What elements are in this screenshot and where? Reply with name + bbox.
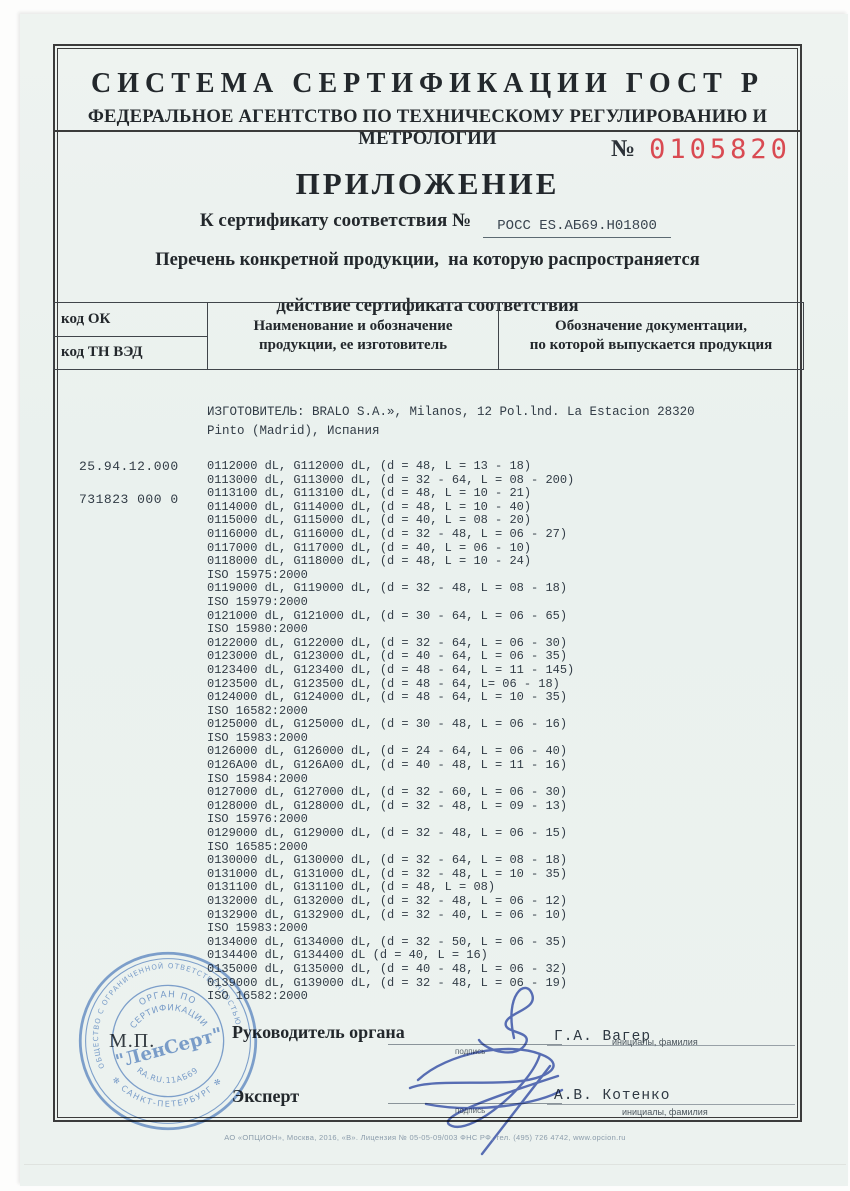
product-table-header: код ОК код ТН ВЭД Наименование и обознач…	[53, 302, 804, 370]
number-sign: №	[611, 136, 636, 162]
product-line: ISO 16585:2000	[207, 839, 308, 854]
product-line: 0124000 dL, G124000 dL, (d = 48 - 64, L …	[207, 690, 568, 705]
product-list-body: ИЗГОТОВИТЕЛЬ: BRALO S.A.», Milanos, 12 P…	[207, 403, 695, 1004]
signature-line-2	[388, 1103, 562, 1104]
initials-caption-2: инициалы, фамилия	[622, 1107, 708, 1117]
paper-sheet: СИСТЕМА СЕРТИФИКАЦИИ ГОСТ Р ФЕДЕРАЛЬНОЕ …	[20, 14, 848, 1186]
product-line: 0130000 dL, G130000 dL, (d = 32 - 64, L …	[207, 853, 568, 868]
system-title: СИСТЕМА СЕРТИФИКАЦИИ ГОСТ Р	[91, 68, 764, 99]
product-line: 0123400 dL, G123400 dL, (d = 48 - 64, L …	[207, 662, 575, 677]
handwritten-signatures-icon	[408, 986, 564, 1156]
expert-name: А.В. Котенко	[554, 1088, 671, 1104]
code-tnved-value: 731823 000 0	[79, 492, 179, 507]
product-line: 0125000 dL, G125000 dL, (d = 30 - 48, L …	[207, 717, 568, 732]
product-line: 0117000 dL, G117000 dL, (d = 40, L = 06 …	[207, 540, 532, 555]
paper-edge	[24, 1164, 846, 1165]
product-line: 0118000 dL, G118000 dL, (d = 48, L = 10 …	[207, 554, 532, 569]
product-line: 0123500 dL, G123500 dL, (d = 48 - 64, L=…	[207, 676, 560, 691]
certificate-reference-label: К сертификату соответствия №	[199, 210, 472, 231]
product-line: ISO 15983:2000	[207, 730, 308, 745]
product-line: 0132900 dL, G132900 dL, (d = 32 - 40, L …	[207, 907, 568, 922]
initials-caption-1: инициалы, фамилия	[612, 1037, 698, 1047]
code-tnved-header: код ТН ВЭД	[61, 344, 143, 361]
product-line: 0134400 dL, G134400 dL (d = 40, L = 16)	[207, 948, 488, 963]
product-name-column-header: Наименование и обозначение продукции, ее…	[208, 303, 499, 369]
head-of-body-label: Руководитель органа	[232, 1022, 405, 1042]
product-line: 0135000 dL, G135000 dL, (d = 40 - 48, L …	[207, 961, 568, 976]
signature-caption-2: подпись	[455, 1106, 486, 1115]
col2-line2: продукции, ее изготовитель	[258, 337, 448, 353]
manufacturer-block: ИЗГОТОВИТЕЛЬ: BRALO S.A.», Milanos, 12 P…	[207, 403, 695, 441]
product-line: ISO 15983:2000	[207, 921, 308, 936]
product-line: ISO 16582:2000	[207, 703, 308, 718]
col3-line2: по которой выпускается продукция	[529, 337, 773, 353]
appendix-subtitle: Перечень конкретной продукции, на котору…	[55, 249, 800, 318]
stamp-place-mark: М.П.	[109, 1030, 156, 1052]
product-line: ISO 15976:2000	[207, 812, 308, 827]
product-line: 0114000 dL, G114000 dL, (d = 48, L = 10 …	[207, 499, 532, 514]
product-line: 0119000 dL, G119000 dL, (d = 32 - 48, L …	[207, 581, 568, 596]
col2-line1: Наименование и обозначение	[253, 318, 453, 334]
product-line: 0139000 dL, G139000 dL, (d = 32 - 48, L …	[207, 975, 568, 990]
codes-column-header: код ОК код ТН ВЭД	[54, 303, 208, 369]
product-line: ISO 16582:2000	[207, 989, 308, 1004]
col3-line1: Обозначение документации,	[555, 318, 747, 334]
product-line: ISO 15980:2000	[207, 622, 308, 637]
product-line: 0115000 dL, G115000 dL, (d = 40, L = 08 …	[207, 513, 532, 528]
form-number-value: 0105820	[649, 134, 791, 165]
product-line: 0112000 dL, G112000 dL, (d = 48, L = 13 …	[207, 459, 532, 473]
appendix-title: ПРИЛОЖЕНИЕ	[295, 166, 560, 201]
product-lines: 0112000 dL, G112000 dL, (d = 48, L = 13 …	[207, 459, 695, 1004]
product-line: 0113100 dL, G113100 dL, (d = 48, L = 10 …	[207, 486, 532, 501]
certificate-reference-line: К сертификату соответствия № РОСС ES.АБ6…	[63, 210, 808, 238]
header-divider	[55, 130, 800, 132]
product-line: ISO 15979:2000	[207, 594, 308, 609]
product-line: 0122000 dL, G122000 dL, (d = 32 - 64, L …	[207, 635, 568, 650]
product-line: ISO 15984:2000	[207, 771, 308, 786]
subtitle-line2: действие сертификата соответствия	[276, 296, 579, 316]
stamp-center-name: "ЛенСерт"	[113, 1024, 225, 1073]
product-line: 0126A00 dL, G126A00 dL, (d = 40 - 48, L …	[207, 758, 568, 773]
product-line: 0129000 dL, G129000 dL, (d = 32 - 48, L …	[207, 826, 568, 841]
subtitle-line1: Перечень конкретной продукции, на котору…	[155, 250, 700, 270]
product-line: 0116000 dL, G116000 dL, (d = 32 - 48, L …	[207, 526, 568, 541]
product-line: 0121000 dL, G121000 dL, (d = 30 - 64, L …	[207, 608, 568, 623]
name-line-1	[547, 1045, 795, 1046]
head-of-body-name: Г.А. Вагер	[554, 1029, 652, 1045]
printer-imprint: АО «ОПЦИОН», Москва, 2016, «В». Лицензия…	[224, 1133, 626, 1142]
manufacturer-line2: Pinto (Madrid), Испания	[207, 424, 380, 438]
code-ok-header: код ОК	[54, 303, 207, 337]
agency-title: ФЕДЕРАЛЬНОЕ АГЕНТСТВО ПО ТЕХНИЧЕСКОМУ РЕ…	[87, 106, 768, 149]
product-line: 0126000 dL, G126000 dL, (d = 24 - 64, L …	[207, 744, 568, 759]
certificate-number: РОСС ES.АБ69.Н01800	[483, 218, 672, 238]
signature-line-1	[388, 1044, 562, 1045]
name-line-2	[547, 1104, 795, 1105]
certificate-frame: СИСТЕМА СЕРТИФИКАЦИИ ГОСТ Р ФЕДЕРАЛЬНОЕ …	[53, 44, 804, 1156]
product-line: 0132000 dL, G132000 dL, (d = 32 - 48, L …	[207, 894, 568, 908]
product-line: 0131100 dL, G131100 dL, (d = 48, L = 08)	[207, 880, 496, 895]
product-line: 0131000 dL, G131000 dL, (d = 32 - 48, L …	[207, 866, 568, 881]
product-line: ISO 15975:2000	[207, 567, 308, 582]
product-line: 0134000 dL, G134000 dL, (d = 32 - 50, L …	[207, 934, 568, 949]
form-number: № 0105820	[611, 134, 791, 165]
product-line: 0113000 dL, G113000 dL, (d = 32 - 64, L …	[207, 472, 575, 487]
product-line: 0128000 dL, G128000 dL, (d = 32 - 48, L …	[207, 798, 568, 813]
product-line: 0127000 dL, G127000 dL, (d = 32 - 60, L …	[207, 785, 568, 800]
signature-caption-1: подпись	[455, 1047, 486, 1056]
code-ok-value: 25.94.12.000	[79, 459, 179, 474]
product-line: 0123000 dL, G123000 dL, (d = 40 - 64, L …	[207, 649, 568, 664]
certification-stamp-icon: ОБЩЕСТВО С ОГРАНИЧЕННОЙ ОТВЕТСТВЕННОСТЬЮ…	[78, 951, 258, 1131]
documentation-column-header: Обозначение документации, по которой вып…	[499, 303, 803, 369]
expert-label: Эксперт	[232, 1086, 300, 1106]
manufacturer-line1: ИЗГОТОВИТЕЛЬ: BRALO S.A.», Milanos, 12 P…	[207, 405, 695, 419]
